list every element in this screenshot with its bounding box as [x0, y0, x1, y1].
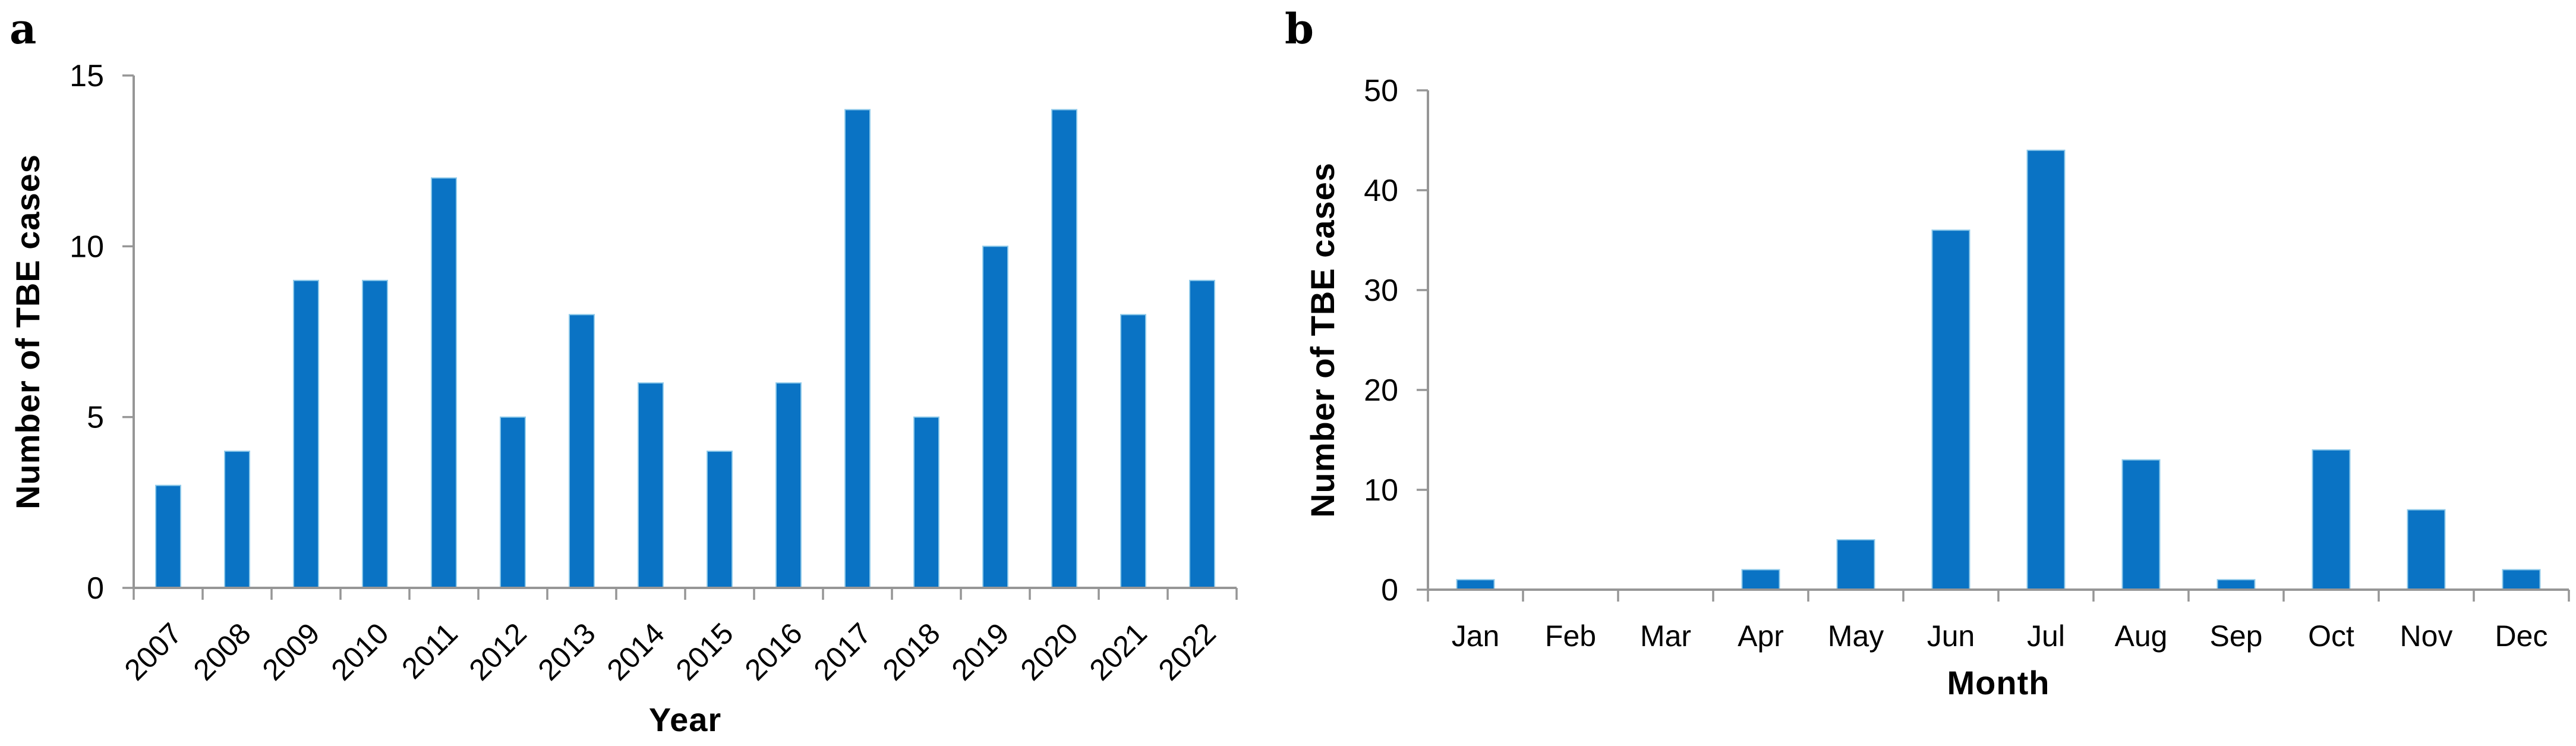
x-category-label: Jul [2027, 619, 2065, 653]
x-category-label: 2013 [532, 616, 602, 687]
x-category-label: May [1828, 619, 1884, 653]
bar-2019 [982, 245, 1008, 588]
bar-2015 [707, 451, 733, 588]
y-tick-label: 40 [1364, 174, 1398, 208]
y-tick-label: 50 [1364, 74, 1398, 108]
bar-Nov [2407, 509, 2446, 590]
x-category-label: 2007 [118, 616, 188, 687]
x-category-label: 2015 [670, 616, 740, 687]
bar-Sep [2216, 579, 2256, 591]
x-category-label: 2019 [945, 616, 1016, 687]
y-tick-label: 10 [70, 229, 104, 264]
x-axis-title: Month [1947, 664, 2050, 701]
panel-b-label: b [1285, 4, 1314, 53]
x-category-label: 2016 [739, 616, 809, 687]
x-category-label: Apr [1738, 619, 1784, 653]
bar-2014 [638, 382, 664, 588]
y-tick-label: 30 [1364, 273, 1398, 308]
bar-2013 [569, 314, 595, 588]
x-category-label: Jun [1927, 619, 1975, 653]
panel-b-chart: 0 10 20 30 40 50 Jan Feb Mar Apr May Jun Jul Aug Sep Oc… [1304, 74, 2570, 701]
x-category-label: 2008 [187, 616, 257, 687]
x-category-label: 2012 [463, 616, 533, 687]
bar-2016 [775, 382, 802, 588]
panel-a: a 0 5 10 15 2007 2008 2009 2010 2011 2012 2013 2014… [0, 0, 1278, 746]
panel-b: b 0 10 20 30 40 50 Jan Feb Mar Apr May Jun Jul Aug Sep… [1278, 0, 2576, 746]
bar-2017 [844, 109, 871, 588]
y-axis-title: Number of TBE cases [9, 154, 46, 509]
x-category-label: Oct [2308, 619, 2354, 653]
x-category-label: Jan [1452, 619, 1500, 653]
bar-2020 [1051, 109, 1077, 588]
bar-Dec [2502, 569, 2541, 591]
x-category-label: 2022 [1152, 616, 1222, 687]
x-category-label: Dec [2495, 619, 2548, 653]
y-tick-label: 0 [1381, 573, 1398, 607]
bar-2018 [913, 416, 939, 588]
bar-Aug [2121, 459, 2161, 590]
x-category-label: Feb [1545, 619, 1596, 653]
bar-2021 [1120, 314, 1146, 588]
bar-2012 [500, 416, 526, 588]
bar-Jan [1456, 579, 1495, 591]
y-tick-label: 15 [70, 59, 104, 93]
bar-2011 [431, 177, 457, 588]
bar-Oct [2312, 449, 2351, 590]
y-tick-label: 20 [1364, 373, 1398, 408]
x-category-label: 2021 [1083, 616, 1153, 687]
bar-Jul [2026, 149, 2066, 591]
y-tick-label: 0 [87, 571, 104, 606]
x-category-label: 2009 [256, 616, 326, 687]
x-category-label: Mar [1640, 619, 1691, 653]
x-category-label: Sep [2210, 619, 2263, 653]
x-category-label: 2017 [808, 616, 878, 687]
y-tick-label: 10 [1364, 473, 1398, 508]
y-axis-title: Number of TBE cases [1304, 162, 1341, 518]
x-category-label: 2011 [395, 616, 464, 685]
bar-2022 [1189, 279, 1215, 588]
x-category-label: 2010 [325, 616, 395, 687]
bar-Apr [1741, 569, 1780, 591]
x-category-label: Aug [2115, 619, 2168, 653]
bar-2008 [224, 451, 250, 588]
bar-2010 [362, 279, 388, 588]
x-category-label: Nov [2400, 619, 2453, 653]
bar-May [1836, 539, 1875, 590]
x-category-label: 2018 [876, 616, 947, 687]
x-category-label: 2020 [1014, 616, 1084, 687]
x-category-label: 2014 [601, 616, 671, 687]
bar-2009 [293, 279, 319, 588]
bar-2007 [155, 484, 181, 588]
panel-a-label: a [10, 4, 37, 53]
y-tick-label: 5 [87, 401, 104, 435]
x-axis-title: Year [649, 701, 721, 738]
bar-Jun [1931, 229, 1970, 590]
